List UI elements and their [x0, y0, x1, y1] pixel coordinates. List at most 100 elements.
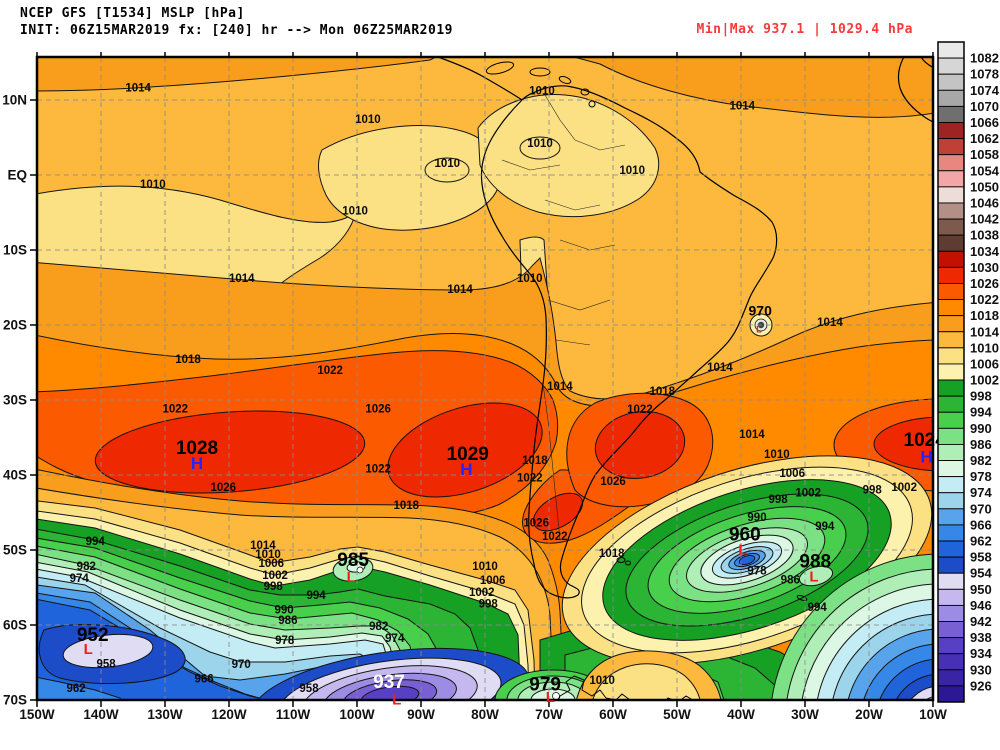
contour-label: 1018: [649, 386, 675, 398]
contour-label: 1022: [317, 365, 343, 377]
contour-label: 1010: [472, 561, 498, 573]
island-coastline: [796, 594, 808, 602]
contour-label: 1014: [739, 429, 765, 441]
title-line2: INIT: 06Z15MAR2019 fx: [240] hr --> Mon …: [20, 23, 453, 38]
minmax-readout: Min|Max 937.1 | 1029.4 hPa: [696, 22, 913, 37]
contour-label: 994: [815, 521, 835, 533]
contour-label: 1010: [619, 165, 645, 177]
colorbar-cell: [937, 395, 965, 413]
colorbar-label: 1066: [970, 115, 999, 130]
axis-ticks: [30, 52, 934, 707]
colorbar-label: 958: [970, 550, 992, 565]
colorbar-cell: [937, 588, 965, 606]
axis-label-lon: 70W: [535, 707, 563, 722]
colorbar-cell: [937, 379, 965, 397]
contour-label: 958: [299, 683, 319, 695]
contour-label: 1018: [522, 455, 548, 467]
title-line1: NCEP GFS [T1534] MSLP [hPa]: [20, 6, 245, 21]
axis-label-lat: 20S: [3, 318, 27, 333]
contour-label: 1010: [517, 273, 543, 285]
colorbar-cell: [937, 234, 965, 252]
colorbar-cell: [937, 170, 965, 188]
contour-label: 1006: [779, 468, 805, 480]
colorbar-label: 942: [970, 614, 992, 629]
axis-label-lon: 120W: [211, 707, 247, 722]
colorbar-cell: [937, 250, 965, 268]
contour-label: 1026: [523, 517, 549, 529]
colorbar-cell: [937, 621, 965, 639]
colorbar-label: 1014: [970, 324, 1000, 339]
colorbar-cell: [937, 411, 965, 429]
contour-label: 986: [278, 615, 297, 627]
colorbar-label: 1074: [970, 83, 1000, 98]
low-marker: L: [738, 541, 747, 558]
axis-label-lat: 70S: [3, 693, 27, 708]
colorbar-label: 1026: [970, 276, 999, 291]
isobar-band: [318, 125, 501, 231]
colorbar-label: 1042: [970, 212, 999, 227]
colorbar-label: 950: [970, 582, 992, 597]
colorbar-label: 1058: [970, 147, 999, 162]
colorbar-cell: [937, 443, 965, 461]
colorbar-label: 1018: [970, 308, 999, 323]
low-marker: L: [84, 641, 93, 658]
pressure-center-value: 1028: [176, 438, 218, 459]
contour-label: 1010: [589, 675, 615, 687]
axis-label-lon: 50W: [663, 707, 691, 722]
contour-label: 1014: [707, 362, 733, 374]
contour-label: 1002: [795, 487, 821, 499]
contour-label: 1018: [599, 548, 625, 560]
contour-label: 1014: [547, 381, 573, 393]
isobar-line: [424, 157, 470, 183]
axis-label-lon: 20W: [855, 707, 883, 722]
contour-label: 970: [232, 659, 251, 671]
colorbar-cell: [937, 427, 965, 445]
contour-label: 958: [97, 658, 117, 670]
pressure-center-value: 970: [749, 302, 773, 318]
isobar-band: [798, 565, 834, 587]
central-america-coastline: [437, 57, 523, 101]
colorbar-frame: [937, 41, 965, 703]
isobar-band: [532, 492, 584, 532]
colorbar: 1082107810741070106610621058105410501046…: [937, 41, 1000, 703]
contour-label: 1014: [229, 273, 255, 285]
isobar-band: [924, 696, 933, 700]
colorbar-cell: [937, 73, 965, 91]
contour-label: 998: [264, 581, 284, 593]
colorbar-label: 986: [970, 437, 992, 452]
colorbar-cell: [937, 556, 965, 574]
axis-label-lon: 110W: [276, 707, 311, 722]
contour-label: 1010: [764, 449, 790, 461]
axis-label-lon: 30W: [791, 707, 819, 722]
axis-label-lon: 100W: [339, 707, 375, 722]
island-coastline: [588, 100, 596, 108]
contour-label: 998: [479, 598, 499, 610]
contour-label: 1010: [355, 114, 381, 126]
contour-label: 978: [747, 565, 767, 577]
contour-label: 1014: [250, 540, 276, 552]
colorbar-label: 1070: [970, 99, 999, 114]
colorbar-cell: [937, 122, 965, 140]
colorbar-cell: [937, 524, 965, 542]
colorbar-cell: [937, 604, 965, 622]
contour-label: 1026: [365, 403, 391, 415]
axis-label-lat: EQ: [7, 168, 27, 183]
contour-label: 1010: [529, 85, 555, 97]
contour-label: 982: [369, 621, 388, 633]
colorbar-cell: [937, 476, 965, 494]
high-marker: H: [460, 460, 472, 479]
colorbar-label: 1078: [970, 67, 999, 82]
axis-label-lon: 140W: [83, 707, 119, 722]
contour-label: 1018: [393, 500, 419, 512]
contour-label: 998: [863, 484, 883, 496]
colorbar-cell: [937, 186, 965, 204]
colorbar-cell: [937, 685, 965, 703]
colorbar-label: 930: [970, 662, 992, 677]
isobar-band: [572, 57, 933, 118]
colorbar-label: 926: [970, 678, 992, 693]
high-marker: H: [920, 447, 932, 466]
axis-label-lon: 60W: [599, 707, 627, 722]
axis-label-lon: 130W: [147, 707, 183, 722]
isobar-band: [360, 685, 420, 700]
